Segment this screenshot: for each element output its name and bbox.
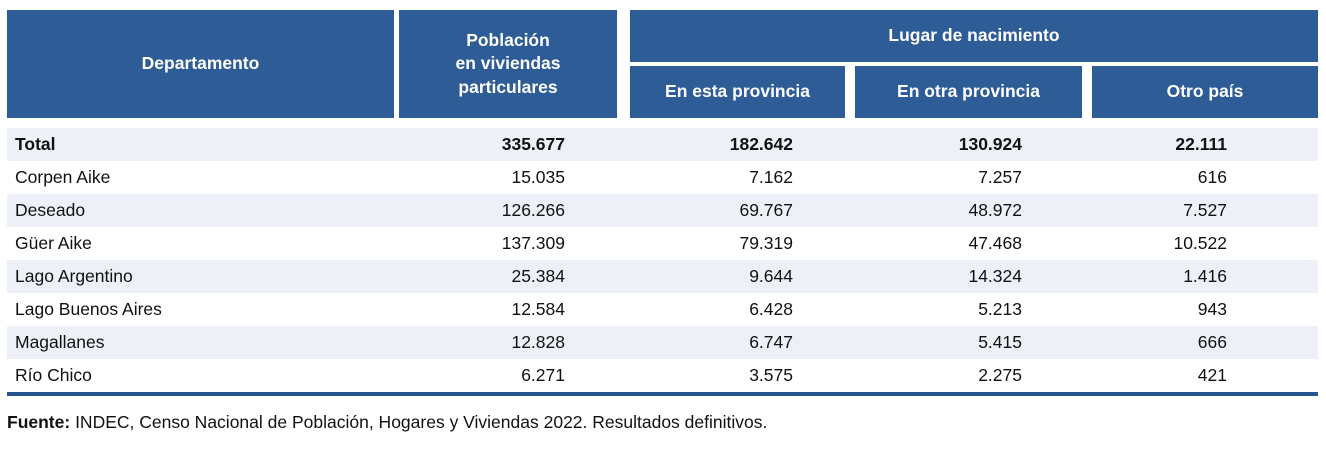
cell-departamento: Total [15,134,56,154]
cell-poblacion: 25.384 [511,266,565,286]
cell-departamento: Magallanes [15,332,105,352]
table-bottom-rule [7,392,1318,396]
cell-en-otra-provincia: 48.972 [968,200,1022,220]
cell-poblacion: 126.266 [501,200,565,220]
cell-poblacion: 137.309 [501,233,565,253]
cell-en-esta-provincia: 6.428 [749,299,793,319]
cell-en-esta-provincia: 9.644 [749,266,793,286]
header-lugar-nacimiento: Lugar de nacimiento [630,10,1318,62]
table-row: Río Chico 6.271 3.575 2.275 421 [7,359,1318,392]
cell-departamento: Río Chico [15,365,92,385]
cell-otro-pais: 943 [1197,299,1227,319]
cell-departamento: Lago Argentino [15,266,133,286]
table-row: Güer Aike 137.309 79.319 47.468 10.522 [7,227,1318,260]
cell-en-esta-provincia: 182.642 [729,134,793,154]
cell-departamento: Güer Aike [15,233,92,253]
header-otro-pais: Otro país [1092,66,1318,118]
table-body: Total 335.677 182.642 130.924 22.111 Cor… [7,128,1318,392]
cell-otro-pais: 616 [1197,167,1227,187]
cell-en-esta-provincia: 7.162 [749,167,793,187]
header-gap [1082,66,1092,118]
cell-otro-pais: 22.111 [1175,134,1227,154]
cell-otro-pais: 666 [1197,332,1227,352]
header-subrow: En esta provincia En otra provincia Otro… [630,66,1318,118]
cell-departamento: Corpen Aike [15,167,111,187]
cell-en-otra-provincia: 7.257 [978,167,1022,187]
source-note: Fuente: INDEC, Censo Nacional de Poblaci… [7,412,1318,433]
table-row: Corpen Aike 15.035 7.162 7.257 616 [7,161,1318,194]
header-gap [617,10,630,118]
cell-departamento: Lago Buenos Aires [15,299,162,319]
cell-en-esta-provincia: 3.575 [749,365,793,385]
table-row: Magallanes 12.828 6.747 5.415 666 [7,326,1318,359]
header-en-esta-provincia: En esta provincia [630,66,845,118]
cell-otro-pais: 1.416 [1183,266,1227,286]
cell-en-otra-provincia: 47.468 [968,233,1022,253]
cell-departamento: Deseado [15,200,86,220]
cell-poblacion: 15.035 [511,167,565,187]
cell-otro-pais: 10.522 [1173,233,1227,253]
cell-en-otra-provincia: 2.275 [978,365,1022,385]
header-gap [845,66,855,118]
cell-poblacion: 6.271 [521,365,565,385]
header-poblacion-viviendas: Población en viviendas particulares [399,10,617,118]
cell-en-otra-provincia: 5.213 [978,299,1022,319]
source-label: Fuente: [7,412,71,432]
cell-en-esta-provincia: 6.747 [749,332,793,352]
table-header: Departamento Población en viviendas part… [7,10,1318,118]
population-birthplace-table: Departamento Población en viviendas part… [7,10,1318,433]
cell-poblacion: 12.828 [511,332,565,352]
cell-poblacion: 335.677 [501,134,565,154]
table-row: Deseado 126.266 69.767 48.972 7.527 [7,194,1318,227]
cell-en-otra-provincia: 14.324 [968,266,1022,286]
header-lugar-nacimiento-group: Lugar de nacimiento En esta provincia En… [630,10,1318,118]
table-row-total: Total 335.677 182.642 130.924 22.111 [7,128,1318,161]
cell-otro-pais: 421 [1197,365,1227,385]
cell-otro-pais: 7.527 [1183,200,1227,220]
cell-en-otra-provincia: 130.924 [958,134,1022,154]
header-en-otra-provincia: En otra provincia [855,66,1082,118]
table-row: Lago Buenos Aires 12.584 6.428 5.213 943 [7,293,1318,326]
cell-en-otra-provincia: 5.415 [978,332,1022,352]
cell-en-esta-provincia: 69.767 [739,200,793,220]
cell-poblacion: 12.584 [511,299,565,319]
header-departamento: Departamento [7,10,394,118]
source-text: INDEC, Censo Nacional de Población, Hoga… [70,412,768,432]
table-row: Lago Argentino 25.384 9.644 14.324 1.416 [7,260,1318,293]
cell-en-esta-provincia: 79.319 [739,233,793,253]
